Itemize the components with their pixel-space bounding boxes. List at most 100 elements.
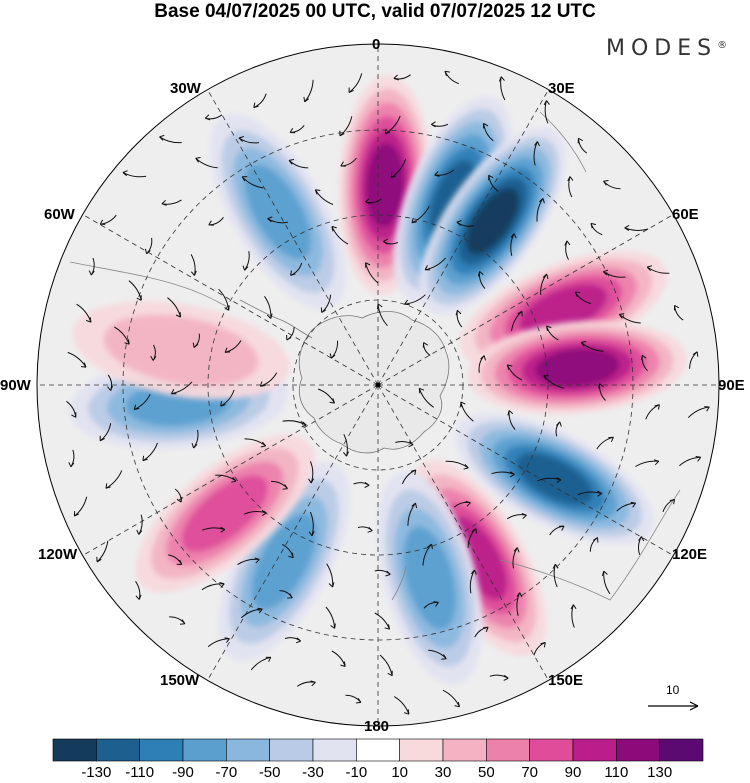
wind-arrow <box>491 471 515 478</box>
colorbar-swatch-11 <box>529 738 574 762</box>
colorbar-tick-label: -110 <box>125 764 155 781</box>
wind-arrow <box>190 254 197 276</box>
anomaly-center-4 <box>467 320 687 415</box>
wind-arrow <box>577 490 602 497</box>
wind-arrow <box>624 224 649 232</box>
wind-arrow <box>489 674 509 681</box>
australia-coast <box>499 489 681 601</box>
south-pole-marker <box>375 382 381 388</box>
wind-arrow <box>407 502 418 526</box>
colorbar-swatch-7 <box>356 738 400 762</box>
lon-label-90w: 90W <box>0 377 31 394</box>
wind-arrow <box>540 273 549 295</box>
anomaly-center-9 <box>135 434 315 593</box>
wind-arrow <box>533 141 540 166</box>
wind-arrow <box>401 469 417 485</box>
wind-arrow <box>215 474 237 483</box>
wind-arrow <box>76 303 92 323</box>
wind-arrow <box>128 280 142 301</box>
wind-arrow <box>474 626 489 638</box>
reference-arrow-head <box>689 701 699 711</box>
wind-arrow <box>191 429 199 449</box>
lon-label-150w: 150W <box>160 672 200 689</box>
wind-arrow <box>374 612 390 630</box>
wind-arrow <box>238 136 260 144</box>
latitude-circle-1 <box>207 214 549 556</box>
wind-arrow <box>453 500 471 508</box>
colorbar-swatch-12 <box>572 738 617 762</box>
wind-arrow <box>422 342 431 356</box>
wind-arrow <box>411 205 430 224</box>
wind-arrow <box>383 238 399 245</box>
lon-label-150e: 150E <box>548 672 584 689</box>
wind-arrow <box>68 449 75 468</box>
wind-arrow <box>404 294 426 306</box>
wind-arrow <box>662 498 676 513</box>
wind-arrow <box>202 526 226 533</box>
colorbar-tick-label: -30 <box>302 764 324 781</box>
wind-arrow <box>150 344 157 361</box>
wind-arrow <box>279 590 293 599</box>
wind-arrow <box>169 616 186 625</box>
wind-arrow <box>88 257 95 276</box>
wind-arrow <box>516 592 523 616</box>
brand-name: MODES <box>606 36 718 61</box>
wind-arrow <box>253 93 267 109</box>
wind-arrow <box>286 327 295 341</box>
wind-arrow <box>598 383 606 401</box>
wind-arrow <box>533 641 546 656</box>
wind-arrow <box>270 480 288 490</box>
colorbar-tick-label: -10 <box>345 764 368 781</box>
wind-arrow <box>577 137 588 154</box>
meridian-300 <box>82 214 379 386</box>
wind-arrow <box>282 420 307 428</box>
wind-arrow <box>456 220 474 227</box>
meridian-60 <box>377 214 674 386</box>
lon-label-60e: 60E <box>672 206 699 223</box>
colorbar <box>52 738 704 762</box>
wind-arrow <box>552 563 559 588</box>
wind-arrow <box>99 214 117 225</box>
lon-label-90e: 90E <box>718 377 745 394</box>
wind-arrow <box>357 526 373 533</box>
colorbar-swatch-2 <box>139 738 184 762</box>
wind-arrow <box>348 73 363 93</box>
colorbar-swatch-14 <box>659 738 704 762</box>
wind-arrow <box>105 470 123 489</box>
wind-arrow <box>444 70 459 85</box>
meridian-150 <box>377 384 549 681</box>
wind-arrow <box>244 510 267 517</box>
meridian-210 <box>207 384 379 681</box>
wind-arrow <box>218 288 230 311</box>
wind-arrow <box>174 488 183 503</box>
map-border <box>36 43 720 727</box>
colorbar-tick-label: -70 <box>215 764 238 781</box>
wind-arrow <box>289 124 305 134</box>
wind-arrow <box>144 237 153 255</box>
wind-arrow <box>267 216 288 224</box>
wind-arrow <box>511 310 523 332</box>
anomaly-center-11 <box>72 301 290 400</box>
wind-arrow <box>467 528 478 548</box>
wind-arrow <box>477 271 486 289</box>
wind-arrow <box>483 122 494 142</box>
colorbar-swatch-5 <box>269 738 314 762</box>
wind-arrow <box>308 461 315 484</box>
colorbar-swatch-10 <box>486 738 530 762</box>
wind-arrow <box>543 100 550 124</box>
wind-arrow <box>616 501 637 512</box>
wind-arrow <box>290 262 303 276</box>
wind-arrow <box>488 174 499 192</box>
wind-arrow <box>431 121 449 128</box>
colorbar-tick-label: 70 <box>521 764 538 781</box>
wind-arrow <box>326 563 335 588</box>
wind-arrow <box>242 251 250 271</box>
colorbar-tick-label: -130 <box>81 764 112 781</box>
wind-arrow <box>365 262 379 284</box>
modes-logo: MODES® <box>606 36 727 61</box>
wind-arrow <box>580 341 604 352</box>
wind-arrow <box>259 372 278 387</box>
registered-mark: ® <box>717 40 728 51</box>
wind-arrow <box>390 158 407 179</box>
